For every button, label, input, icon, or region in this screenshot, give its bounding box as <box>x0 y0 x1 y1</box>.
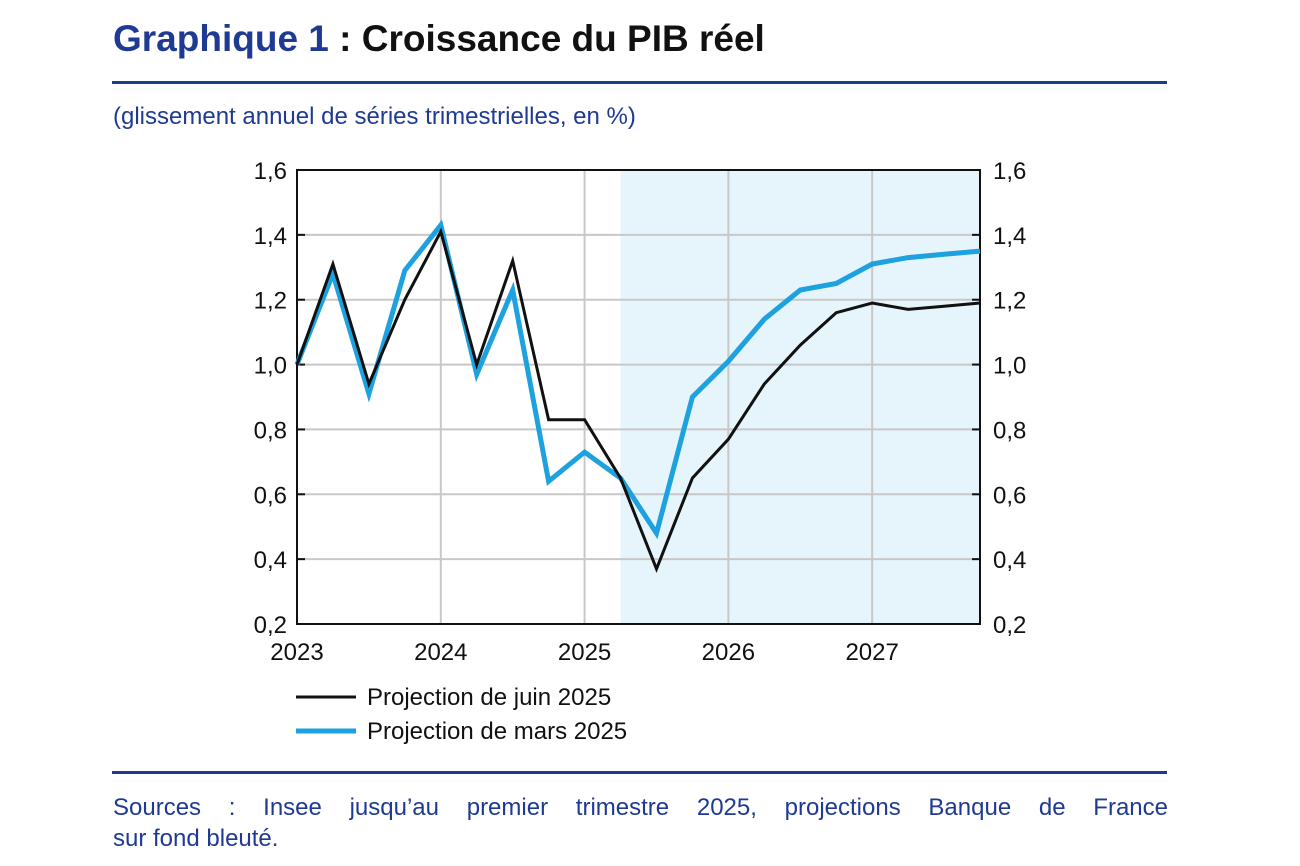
sources-note: Sources : Insee jusqu’au premier trimest… <box>113 792 1168 854</box>
plot-frame <box>296 169 981 625</box>
y-tick-label-right: 0,6 <box>993 482 1026 509</box>
x-tick-label: 2026 <box>702 639 755 666</box>
legend-label-march-2025: Projection de mars 2025 <box>367 718 627 745</box>
title-number: Graphique 1 <box>113 18 329 59</box>
y-tick-label-left: 1,2 <box>254 288 287 315</box>
y-tick-label-right: 1,0 <box>993 353 1026 380</box>
y-tick-label-right: 0,8 <box>993 417 1026 444</box>
x-tick-label: 2024 <box>414 639 467 666</box>
y-tick-label-right: 0,4 <box>993 547 1026 574</box>
x-tick-label: 2025 <box>558 639 611 666</box>
title-separator: : <box>328 18 362 59</box>
y-tick-label-left: 0,2 <box>254 612 287 639</box>
y-tick-label-right: 1,6 <box>993 158 1026 185</box>
footer-rule <box>112 771 1167 774</box>
title-text: Croissance du PIB réel <box>361 18 765 59</box>
y-tick-label-right: 1,4 <box>993 223 1026 250</box>
chart-subtitle: (glissement annuel de séries trimestriel… <box>113 103 636 130</box>
legend-label-june-2025: Projection de juin 2025 <box>367 684 611 711</box>
y-tick-label-left: 1,4 <box>254 223 287 250</box>
y-tick-label-left: 0,8 <box>254 417 287 444</box>
y-tick-label-left: 0,4 <box>254 547 287 574</box>
header-rule <box>112 81 1167 84</box>
y-tick-label-left: 0,6 <box>254 482 287 509</box>
x-tick-label: 2027 <box>845 639 898 666</box>
y-tick-label-right: 0,2 <box>993 612 1026 639</box>
y-tick-label-left: 1,0 <box>254 353 287 380</box>
y-tick-label-right: 1,2 <box>993 288 1026 315</box>
x-tick-label: 2023 <box>270 639 323 666</box>
series-line-march-2025 <box>294 219 981 540</box>
sources-line-1: Sources : Insee jusqu’au premier trimest… <box>113 794 1168 821</box>
chart-title: Graphique 1 : Croissance du PIB réel <box>113 18 765 60</box>
y-tick-label-left: 1,6 <box>254 158 287 185</box>
projection-band <box>620 170 980 624</box>
series-line-june-2025 <box>295 227 981 573</box>
sources-line-2: sur fond bleuté. <box>113 825 279 852</box>
